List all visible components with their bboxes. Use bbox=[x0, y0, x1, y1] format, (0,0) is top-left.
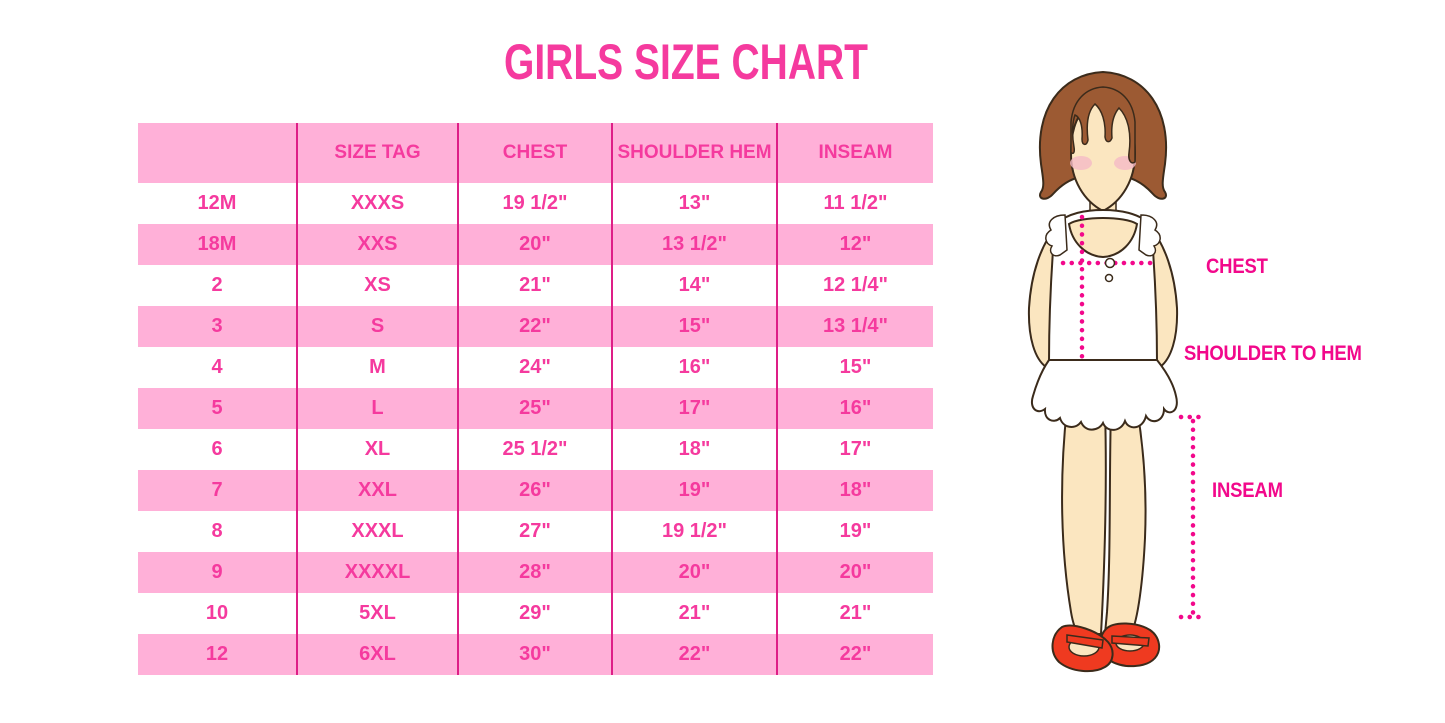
size-row: 6 XL 25 1/2" 18" 17" bbox=[138, 429, 933, 470]
size-cell: 28" bbox=[457, 552, 612, 593]
page-title-wrap: GIRLS SIZE CHART bbox=[402, 33, 970, 91]
size-cell: 5 bbox=[211, 397, 223, 419]
inseam-label: INSEAM bbox=[1212, 479, 1283, 502]
chest-label: CHEST bbox=[1206, 255, 1268, 278]
shoulder-ruffle-left bbox=[1045, 214, 1068, 257]
size-cell: 18" bbox=[776, 470, 933, 511]
size-cell: 21" bbox=[776, 593, 933, 634]
size-cell: 12 1/4" bbox=[776, 265, 933, 306]
size-row: 4 M 24" 16" 15" bbox=[138, 347, 933, 388]
size-cell: 19 1/2" bbox=[611, 511, 777, 552]
leg-left bbox=[1061, 407, 1107, 635]
size-cell: 21" bbox=[611, 593, 777, 634]
neckline bbox=[1067, 217, 1139, 259]
size-cell: 19" bbox=[776, 511, 933, 552]
size-table-body: 12M XXXS 19 1/2" 13" 11 1/2" 18M XXS 20" 13 1/2"… bbox=[138, 183, 933, 675]
size-cell: 20" bbox=[611, 552, 777, 593]
size-cell: 16" bbox=[611, 347, 777, 388]
size-cell: 6XL bbox=[296, 634, 458, 675]
shirt-button-bottom bbox=[1104, 273, 1114, 283]
size-row: 2 XS 21" 14" 12 1/4" bbox=[138, 265, 933, 306]
size-cell: 24" bbox=[457, 347, 612, 388]
size-cell: M bbox=[296, 347, 458, 388]
size-cell: 15" bbox=[776, 347, 933, 388]
size-cell: 18M bbox=[197, 233, 237, 255]
size-cell: 14" bbox=[611, 265, 777, 306]
size-row: 18M XXS 20" 13 1/2" 12" bbox=[138, 224, 933, 265]
shoulder-to-hem-label: SHOULDER TO HEM bbox=[1184, 342, 1362, 365]
page-title: GIRLS SIZE CHART bbox=[503, 34, 869, 90]
column-header-chest: CHEST bbox=[457, 123, 612, 183]
size-cell: 6 bbox=[211, 438, 223, 460]
size-cell: 13 1/2" bbox=[611, 224, 777, 265]
column-header-blank bbox=[138, 123, 297, 183]
size-cell: 7 bbox=[211, 479, 223, 501]
blush-left bbox=[1070, 156, 1092, 170]
size-cell: 12M bbox=[197, 192, 237, 214]
size-cell: 10 bbox=[205, 602, 229, 624]
size-cell: 12" bbox=[776, 224, 933, 265]
size-cell: S bbox=[296, 306, 458, 347]
size-cell: 20" bbox=[457, 224, 612, 265]
size-cell: 16" bbox=[776, 388, 933, 429]
size-cell: 18" bbox=[611, 429, 777, 470]
size-cell: 9 bbox=[211, 561, 223, 583]
shirt-button-top bbox=[1104, 257, 1116, 269]
size-cell: 19 1/2" bbox=[457, 183, 612, 224]
column-header-size-tag: SIZE TAG bbox=[296, 123, 458, 183]
size-cell: 21" bbox=[457, 265, 612, 306]
girl-illustration bbox=[1027, 70, 1209, 673]
size-row: 12M XXXS 19 1/2" 13" 11 1/2" bbox=[138, 183, 933, 224]
size-cell: 4 bbox=[211, 356, 223, 378]
size-cell: 27" bbox=[457, 511, 612, 552]
size-cell: XXXXL bbox=[296, 552, 458, 593]
size-cell: 29" bbox=[457, 593, 612, 634]
leg-right bbox=[1103, 407, 1147, 635]
size-row: 8 XXXL 27" 19 1/2" 19" bbox=[138, 511, 933, 552]
size-cell: 22" bbox=[611, 634, 777, 675]
size-cell: 25 1/2" bbox=[457, 429, 612, 470]
size-row: 3 S 22" 15" 13 1/4" bbox=[138, 306, 933, 347]
size-cell: XXXL bbox=[296, 511, 458, 552]
size-cell: 11 1/2" bbox=[776, 183, 933, 224]
size-row: 5 L 25" 17" 16" bbox=[138, 388, 933, 429]
size-cell: 17" bbox=[611, 388, 777, 429]
size-cell: 22" bbox=[457, 306, 612, 347]
size-cell: 13 1/4" bbox=[776, 306, 933, 347]
size-chart-table: SIZE TAG CHEST SHOULDER HEM INSEAM 12M XXXS 1… bbox=[138, 123, 933, 675]
size-cell: 12 bbox=[205, 643, 229, 665]
shirt bbox=[1047, 208, 1159, 363]
size-cell: 15" bbox=[611, 306, 777, 347]
size-cell: 3 bbox=[211, 315, 223, 337]
column-header-shoulder-hem: SHOULDER HEM bbox=[611, 123, 777, 183]
size-row: 10 5XL 29" 21" 21" bbox=[138, 593, 933, 634]
bangs bbox=[1070, 86, 1136, 164]
size-cell: 26" bbox=[457, 470, 612, 511]
shoe-right-strap bbox=[1111, 635, 1150, 647]
size-cell: XL bbox=[296, 429, 458, 470]
size-row: 12 6XL 30" 22" 22" bbox=[138, 634, 933, 675]
size-cell: XXS bbox=[296, 224, 458, 265]
size-cell: 30" bbox=[457, 634, 612, 675]
skirt bbox=[1031, 359, 1178, 431]
size-cell: 22" bbox=[776, 634, 933, 675]
size-cell: 2 bbox=[211, 274, 223, 296]
shoulder-ruffle-right bbox=[1138, 214, 1161, 257]
size-cell: 19" bbox=[611, 470, 777, 511]
size-cell: 20" bbox=[776, 552, 933, 593]
size-cell: XXL bbox=[296, 470, 458, 511]
size-cell: 5XL bbox=[296, 593, 458, 634]
size-cell: 8 bbox=[211, 520, 223, 542]
size-cell: XXXS bbox=[296, 183, 458, 224]
size-row: 7 XXL 26" 19" 18" bbox=[138, 470, 933, 511]
size-cell: XS bbox=[296, 265, 458, 306]
size-cell: 13" bbox=[611, 183, 777, 224]
header-row: SIZE TAG CHEST SHOULDER HEM INSEAM bbox=[138, 123, 933, 183]
size-cell: L bbox=[296, 388, 458, 429]
size-cell: 25" bbox=[457, 388, 612, 429]
size-cell: 17" bbox=[776, 429, 933, 470]
shoe-left-strap bbox=[1066, 634, 1104, 649]
size-row: 9 XXXXL 28" 20" 20" bbox=[138, 552, 933, 593]
column-header-inseam: INSEAM bbox=[776, 123, 933, 183]
